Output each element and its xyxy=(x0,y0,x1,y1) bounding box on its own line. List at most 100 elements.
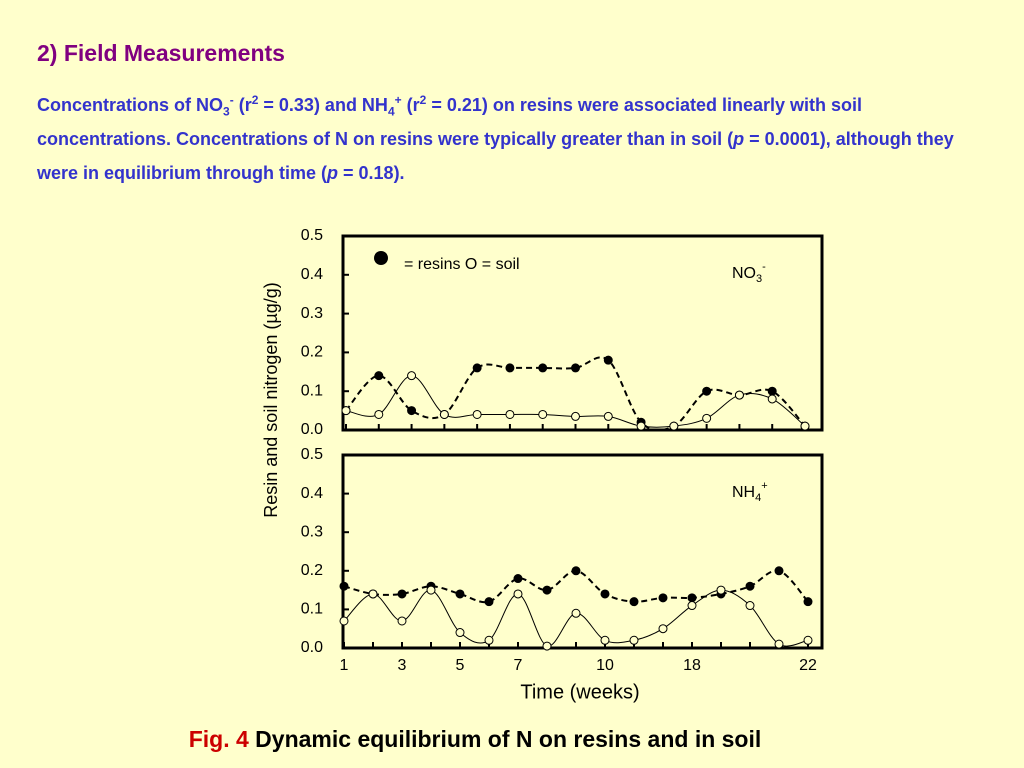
data-point xyxy=(513,574,523,584)
data-point xyxy=(513,589,523,599)
annotation-part: 4 xyxy=(755,492,761,504)
text-run: (r xyxy=(233,95,252,115)
data-point xyxy=(600,635,610,645)
data-point xyxy=(687,601,697,611)
x-tick-label: 1 xyxy=(340,657,349,674)
data-point xyxy=(636,421,646,431)
legend-marker xyxy=(374,251,388,265)
text-run: 4 xyxy=(387,104,395,119)
text-run: - xyxy=(229,93,234,107)
x-tick-label: 7 xyxy=(514,657,523,674)
data-point xyxy=(603,411,613,421)
data-point xyxy=(669,421,679,431)
y-tick-label: 0.3 xyxy=(301,523,323,540)
y-tick-label: 0.0 xyxy=(301,639,323,656)
text-run: Concentrations of NO xyxy=(37,95,224,115)
data-point xyxy=(571,566,581,576)
data-point xyxy=(542,585,552,595)
text-run: 2 xyxy=(419,93,427,107)
data-point xyxy=(716,585,726,595)
caption-text: Dynamic equilibrium of N on resins and i… xyxy=(248,726,762,752)
data-point xyxy=(339,581,349,591)
y-tick-label: 0.5 xyxy=(301,227,323,244)
data-point xyxy=(542,641,552,651)
x-tick-label: 18 xyxy=(683,657,701,674)
data-point xyxy=(455,589,465,599)
text-run: = 0.0001), although they were in equilib… xyxy=(37,129,954,183)
x-tick-label: 5 xyxy=(456,657,465,674)
slide-title: 2) Field Measurements xyxy=(37,40,285,66)
data-point xyxy=(774,566,784,576)
fig-label: Fig. 4 xyxy=(188,726,249,752)
data-point xyxy=(374,409,384,419)
y-tick-label: 0.4 xyxy=(301,266,323,283)
data-point xyxy=(767,386,777,396)
data-point xyxy=(734,390,744,400)
annotation-part: - xyxy=(762,261,766,273)
data-point xyxy=(505,363,515,373)
data-point xyxy=(803,635,813,645)
data-point xyxy=(397,616,407,626)
text-run: = 0.33) and NH xyxy=(258,95,388,115)
data-point xyxy=(439,409,449,419)
text-run: = 0.18). xyxy=(338,163,405,183)
data-point xyxy=(407,406,417,416)
data-point xyxy=(658,593,668,603)
y-tick-label: 0.2 xyxy=(301,562,323,579)
data-point xyxy=(505,409,515,419)
plot-frame xyxy=(341,234,824,432)
data-point xyxy=(687,593,697,603)
y-axis-label: Resin and soil nitrogen (µg/g) xyxy=(261,282,281,518)
series-line xyxy=(343,589,809,647)
annotation-part: NH xyxy=(732,484,755,501)
data-point xyxy=(455,628,465,638)
data-point xyxy=(629,597,639,607)
x-tick-label: 22 xyxy=(799,657,817,674)
y-tick-label: 0.5 xyxy=(301,446,323,463)
x-tick-label: 3 xyxy=(398,657,407,674)
data-point xyxy=(472,363,482,373)
data-point xyxy=(484,635,494,645)
data-point xyxy=(426,585,436,595)
data-point xyxy=(407,371,417,381)
data-point xyxy=(538,409,548,419)
caption: Fig. 4 Dynamic equilibrium of N on resin… xyxy=(0,726,950,753)
data-point xyxy=(702,413,712,423)
data-point xyxy=(571,608,581,618)
data-point xyxy=(702,386,712,396)
data-point xyxy=(803,597,813,607)
annotation-part: 3 xyxy=(756,273,762,285)
data-point xyxy=(745,581,755,591)
data-point xyxy=(658,624,668,634)
text-run: 2 xyxy=(251,93,259,107)
text-run: p xyxy=(733,129,745,149)
y-tick-label: 0.3 xyxy=(301,305,323,322)
y-tick-label: 0.2 xyxy=(301,344,323,361)
annotation-part: + xyxy=(761,480,767,492)
annotation-part: NO xyxy=(732,265,756,282)
text-run: p xyxy=(327,163,339,183)
data-point xyxy=(472,409,482,419)
text-run: = 0.21) on resins were associated linear… xyxy=(37,95,863,149)
y-tick-label: 0.0 xyxy=(301,421,323,438)
data-point xyxy=(629,635,639,645)
y-tick-label: 0.1 xyxy=(301,601,323,618)
series-annotation: NO3- xyxy=(732,261,766,285)
data-point xyxy=(538,363,548,373)
series-line xyxy=(345,356,806,432)
data-point xyxy=(341,406,351,416)
y-tick-label: 0.1 xyxy=(301,382,323,399)
data-point xyxy=(745,601,755,611)
series-annotation: NH4+ xyxy=(732,480,768,504)
data-point xyxy=(571,411,580,421)
data-point xyxy=(600,589,610,599)
data-point xyxy=(767,394,777,404)
data-point xyxy=(774,639,784,649)
data-point xyxy=(603,355,613,365)
paragraph: Concentrations of NO3- (r2 = 0.33) and N… xyxy=(37,88,997,190)
data-point xyxy=(368,589,378,599)
text-run: 3 xyxy=(223,104,230,119)
data-point xyxy=(571,363,580,373)
data-point xyxy=(397,589,407,599)
